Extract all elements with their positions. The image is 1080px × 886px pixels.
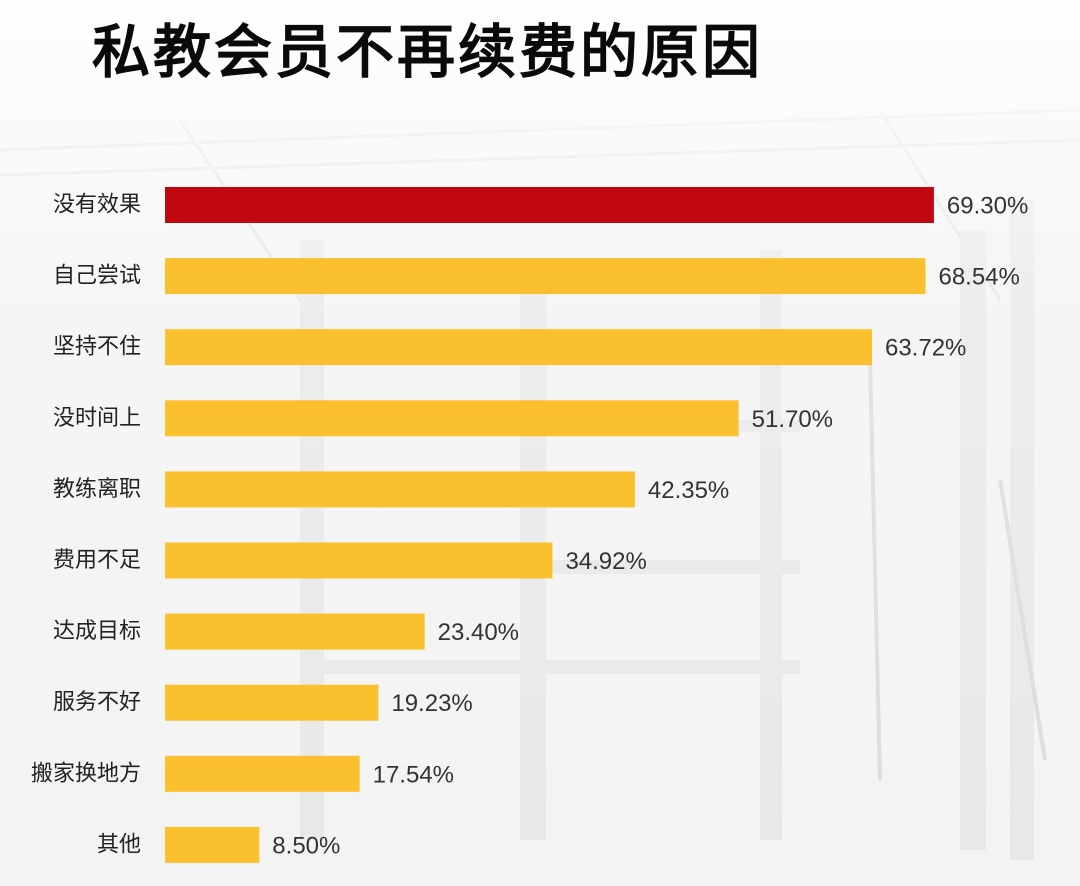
chart-title: 私教会员不再续费的原因	[92, 18, 764, 86]
bar	[165, 187, 934, 223]
value-label: 34.92%	[565, 548, 646, 575]
category-label: 费用不足	[53, 548, 141, 573]
value-label: 68.54%	[938, 264, 1019, 291]
bar	[165, 258, 926, 295]
category-label: 坚持不住	[53, 335, 141, 360]
category-label: 达成目标	[53, 619, 141, 644]
bar	[165, 826, 260, 863]
category-label: 服务不好	[53, 690, 141, 715]
value-label: 42.35%	[648, 477, 729, 504]
category-label: 其他	[97, 832, 141, 857]
value-label: 8.50%	[272, 832, 340, 859]
bar	[165, 684, 379, 721]
category-label: 教练离职	[53, 477, 141, 502]
bar	[165, 400, 739, 437]
bar	[165, 471, 635, 508]
value-label: 69.30%	[947, 193, 1028, 220]
value-label: 23.40%	[438, 619, 519, 646]
value-label: 63.72%	[885, 335, 966, 362]
value-label: 17.54%	[373, 761, 454, 788]
value-label: 51.70%	[752, 406, 833, 433]
value-label: 19.23%	[391, 690, 472, 717]
category-label: 自己尝试	[53, 264, 141, 289]
category-label: 没时间上	[53, 406, 141, 431]
bar	[165, 755, 360, 792]
bar	[165, 613, 425, 650]
category-label: 搬家换地方	[31, 761, 141, 786]
bar	[165, 329, 872, 366]
category-label: 没有效果	[53, 193, 141, 218]
bar	[165, 542, 553, 579]
